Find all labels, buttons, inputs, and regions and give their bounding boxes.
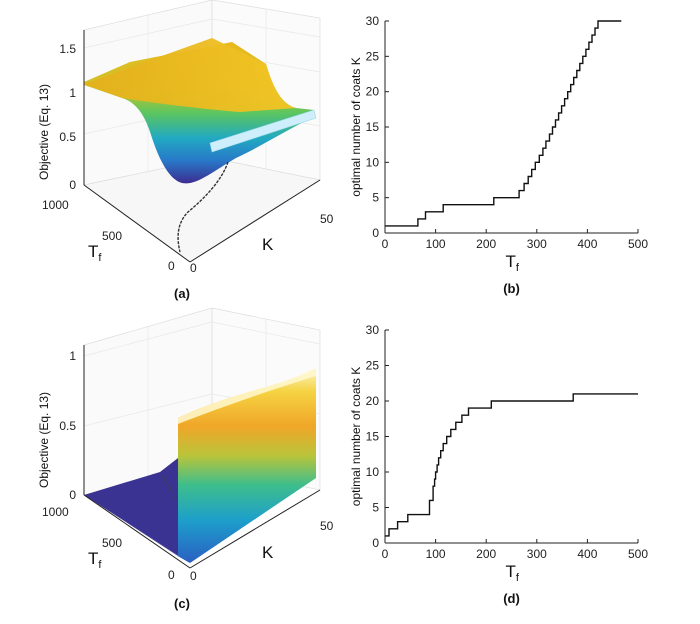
y-tick-a-500: 500 <box>102 229 122 243</box>
z-ticks-c: 0 0.5 1 <box>59 349 76 502</box>
valley-path-a <box>177 161 229 253</box>
panel-label-b: (b) <box>503 281 520 296</box>
surface-wall-c <box>178 368 316 563</box>
wall-edge-c <box>161 475 177 501</box>
surface-ridge-a <box>209 109 317 153</box>
surface-top-a <box>84 38 296 112</box>
x-axis-label-d: Tf <box>506 562 520 584</box>
z-tick-c-2: 1 <box>69 349 76 363</box>
z-tick-a-2: 1 <box>69 86 76 100</box>
x-tick-label-b-1: 100 <box>426 237 446 251</box>
surface-plot-c: 0 0.5 1 Objective (Eq. 13) 1000 500 0 0 … <box>37 307 334 611</box>
y-tick-label-b-5: 25 <box>366 49 380 63</box>
z-tick-a-3: 1.5 <box>59 42 76 56</box>
y-tick-label-b-0: 0 <box>372 226 379 240</box>
z-ticks-a: 0 0.5 1 1.5 <box>59 42 76 192</box>
x-tick-label-d-0: 0 <box>382 547 389 561</box>
surface-wall-top-c <box>178 368 316 424</box>
x-tick-c-0: 0 <box>190 569 197 583</box>
y-tick-label-b-6: 30 <box>366 14 380 28</box>
y-tick-a-1000: 1000 <box>42 198 69 212</box>
x-axis-label-a: K <box>262 235 274 254</box>
x-tick-label-b-2: 200 <box>476 237 496 251</box>
y-tick-label-b-2: 10 <box>366 155 380 169</box>
z-tick-c-1: 0.5 <box>59 419 76 433</box>
x-tick-label-b-3: 300 <box>527 237 547 251</box>
z-axis-label-a: Objective (Eq. 13) <box>37 84 51 180</box>
y-tick-label-d-3: 15 <box>366 430 380 444</box>
x-tick-label-b-4: 400 <box>577 237 597 251</box>
x-tick-label-d-1: 100 <box>426 547 446 561</box>
panel-label-d: (d) <box>503 591 520 606</box>
y-tick-a-0: 0 <box>168 259 175 273</box>
step-plot-b: 0 100 200 300 400 500 0 5 10 15 20 25 30 optimal numb… <box>349 14 648 296</box>
x-tick-label-d-3: 300 <box>527 547 547 561</box>
y-tick-label-b-3: 15 <box>366 120 380 134</box>
x-tick-a-50: 50 <box>320 212 334 226</box>
x-tick-label-d-4: 400 <box>577 547 597 561</box>
y-tick-c-500: 500 <box>102 536 122 550</box>
step-line-b <box>385 20 622 227</box>
z-tick-a-1: 0.5 <box>59 130 76 144</box>
y-tick-label-d-4: 20 <box>366 394 380 408</box>
z-tick-c-0: 0 <box>69 488 76 502</box>
step-line-d <box>385 393 638 537</box>
z-tick-a-0: 0 <box>69 178 76 192</box>
y-axis-label-a: Tf <box>88 242 102 264</box>
y-tick-label-d-2: 10 <box>366 465 380 479</box>
x-tick-label-b-5: 500 <box>628 237 648 251</box>
x-tick-label-d-5: 500 <box>628 547 648 561</box>
floor-surface-c <box>84 458 190 563</box>
y-tick-label-b-4: 20 <box>366 85 380 99</box>
x-tick-c-50: 50 <box>320 519 334 533</box>
x-axis-label-sub-b: f <box>516 262 520 274</box>
x-axis-label-c: K <box>262 543 274 562</box>
y-tick-label-d-0: 0 <box>372 536 379 550</box>
x-axis-label-b: Tf <box>506 252 520 274</box>
y-tick-label-b-1: 5 <box>372 191 379 205</box>
panel-label-c: (c) <box>174 596 190 611</box>
surface-plot-a: 0 0.5 1 1.5 Objective (Eq. 13) 1000 50 0 … <box>37 0 334 301</box>
x-axis-label-main-d: T <box>506 562 516 581</box>
x-axis-label-sub-d: f <box>516 572 520 584</box>
x-tick-label-b-0: 0 <box>382 237 389 251</box>
y-axis-label-d: optimal number of coats K <box>349 367 363 506</box>
x-axis-label-main-b: T <box>506 252 516 271</box>
y-axis-label-c: Tf <box>88 549 102 571</box>
z-axis-label-c: Objective (Eq. 13) <box>37 392 51 488</box>
floor-surface-c-2 <box>84 495 190 563</box>
x-tick-label-d-2: 200 <box>476 547 496 561</box>
x-tick-a-0: 0 <box>190 261 197 275</box>
y-tick-c-1000: 1000 <box>42 505 69 519</box>
step-plot-d: 0 100 200 300 400 500 0 5 10 15 20 25 30 optimal numb… <box>349 323 648 606</box>
y-tick-label-d-6: 30 <box>366 323 380 337</box>
y-tick-c-0: 0 <box>168 568 175 582</box>
panel-label-a: (a) <box>174 286 190 301</box>
y-axis-label-b: optimal number of coats K <box>349 57 363 196</box>
y-tick-label-d-5: 25 <box>366 359 380 373</box>
y-tick-label-d-1: 5 <box>372 501 379 515</box>
